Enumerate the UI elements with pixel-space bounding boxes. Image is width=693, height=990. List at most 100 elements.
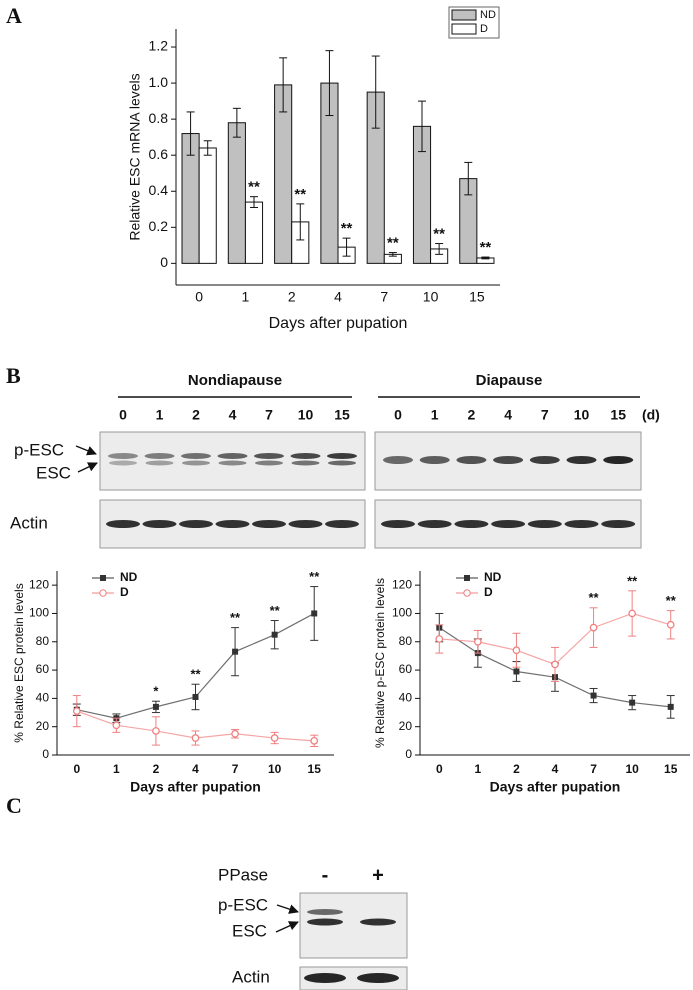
point [666, 620, 675, 629]
point [270, 734, 279, 742]
legend-label: ND [480, 9, 496, 21]
legend-label: ND [120, 570, 138, 584]
band [144, 453, 175, 459]
band [529, 456, 560, 464]
significance-mark: ** [666, 593, 677, 608]
band [106, 520, 140, 528]
x-tick-label: 7 [232, 762, 239, 776]
band [182, 460, 210, 466]
lane-label: 4 [229, 407, 237, 423]
x-tick-label: 1 [242, 289, 250, 305]
y-tick-label: 20 [399, 719, 413, 733]
y-tick-label: 0 [160, 254, 168, 270]
significance-mark: ** [480, 239, 492, 256]
unit-label: (d) [642, 407, 660, 423]
legend-marker [100, 575, 106, 581]
x-tick-label: 10 [625, 762, 639, 776]
x-tick-label: 2 [513, 762, 520, 776]
band [288, 520, 323, 528]
significance-mark: * [153, 684, 159, 699]
lane-label: 0 [119, 407, 127, 423]
point [435, 635, 444, 643]
significance-mark: ** [589, 590, 600, 605]
significance-mark: ** [387, 235, 399, 252]
y-tick-label: 0.4 [149, 182, 169, 198]
significance-mark: ** [230, 610, 241, 625]
treatment-label: PPase [218, 865, 268, 884]
lane-label: 2 [468, 407, 476, 423]
legend-marker [463, 589, 471, 597]
band [456, 456, 487, 464]
band [454, 520, 489, 528]
x-tick-label: 15 [664, 762, 678, 776]
y-tick-label: 60 [36, 662, 50, 676]
band [218, 460, 247, 466]
y-axis-label: % Relative p-ESC protein levels [373, 578, 387, 748]
band [601, 520, 636, 528]
point [310, 736, 319, 745]
x-tick-label: 2 [288, 289, 296, 305]
y-tick-label: 40 [36, 691, 50, 705]
band [215, 520, 250, 528]
legend-label: ND [484, 570, 502, 584]
band [142, 520, 177, 528]
point [513, 668, 520, 675]
y-tick-label: 80 [399, 634, 413, 648]
lane-label: 1 [156, 407, 164, 423]
y-tick-label: 0 [42, 747, 49, 761]
band [307, 909, 343, 915]
lane-label: 0 [394, 407, 402, 423]
y-tick-label: 80 [36, 634, 50, 648]
x-tick-label: 0 [73, 762, 80, 776]
point [152, 727, 160, 735]
band [564, 520, 599, 528]
significance-mark: ** [433, 226, 445, 243]
arrow [276, 904, 299, 914]
x-axis-label: Days after pupation [130, 779, 261, 795]
y-tick-label: 0 [405, 747, 412, 761]
band [383, 456, 413, 464]
band [357, 973, 399, 983]
band-label: ESC [232, 921, 267, 940]
band [327, 453, 357, 459]
x-tick-label: 15 [308, 762, 322, 776]
y-tick-label: 0.2 [149, 218, 169, 234]
y-tick-label: 0.8 [149, 110, 169, 126]
band [566, 456, 597, 464]
legend-label: D [480, 23, 488, 35]
band [360, 918, 396, 926]
significance-mark: ** [294, 186, 306, 203]
point [112, 721, 121, 730]
y-tick-label: 100 [29, 606, 49, 620]
point [474, 637, 482, 646]
x-tick-label: 15 [469, 289, 485, 305]
blot [299, 892, 408, 959]
lane-label: 10 [298, 407, 314, 423]
band [603, 456, 634, 464]
x-tick-label: 4 [192, 762, 199, 776]
point [191, 734, 200, 742]
band [179, 520, 213, 528]
band [381, 520, 415, 528]
point [667, 703, 674, 710]
lane-label: 1 [431, 407, 439, 423]
y-tick-label: 1.2 [149, 38, 169, 54]
band [145, 460, 174, 466]
lane-label: - [322, 864, 329, 886]
band [307, 918, 343, 926]
x-tick-label: 4 [334, 289, 342, 305]
point [551, 660, 559, 669]
legend-swatch [451, 9, 477, 21]
lane-label: 15 [334, 407, 350, 423]
band-label: p-ESC [14, 440, 64, 459]
band [252, 520, 286, 528]
loading-label: Actin [232, 967, 270, 986]
lane-label: 10 [574, 407, 590, 423]
legend-label: D [484, 585, 493, 599]
point [72, 707, 81, 715]
band [493, 456, 524, 464]
band [325, 520, 359, 528]
band [254, 453, 284, 459]
